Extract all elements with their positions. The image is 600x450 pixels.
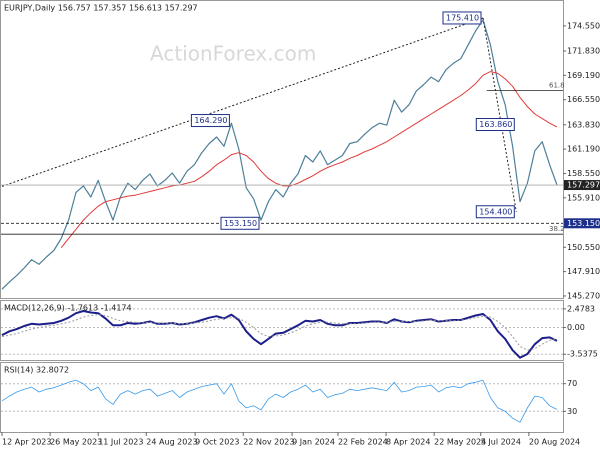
x-tick-label: 9 Jan 2024 — [292, 438, 335, 447]
y-tick-label: 155.910 — [567, 193, 600, 202]
y-tick-label: 0.00 — [567, 323, 585, 332]
annotation-box — [220, 216, 260, 230]
x-tick-label: 12 Apr 2023 — [2, 438, 51, 447]
level-box — [564, 218, 600, 229]
y-tick-label: 145.270 — [567, 291, 600, 300]
y-tick-label: 30 — [567, 407, 577, 416]
annotation-box — [190, 114, 230, 128]
watermark: ActionForex.com — [150, 42, 316, 66]
annotation-box — [475, 118, 515, 132]
y-tick-label: 169.190 — [567, 71, 600, 80]
series-line — [60, 71, 558, 249]
macd-panel — [0, 300, 564, 361]
x-tick-label: 24 Aug 2023 — [146, 438, 197, 447]
x-tick-label: 26 May 2023 — [50, 438, 102, 447]
y-tick-label: 2.4783 — [567, 304, 595, 313]
panel-title: MACD(12,26,9) -1.7613 -1.4174 — [4, 304, 132, 313]
rsi-panel — [0, 362, 564, 433]
annotation-label: 175.410 — [446, 13, 479, 22]
y-tick-label: 174.550 — [567, 21, 600, 30]
y-tick-label: -3.5375 — [567, 350, 598, 359]
y-tick-label: 166.550 — [567, 95, 600, 104]
y-tick-label: 171.830 — [567, 46, 600, 55]
y-tick-label: 161.190 — [567, 145, 600, 154]
y-tick-label: 70 — [567, 379, 577, 388]
trendline — [482, 17, 517, 212]
x-tick-label: 11 Jul 2023 — [98, 438, 143, 447]
annotation-box — [442, 11, 482, 25]
level-label: 153.150 — [567, 219, 600, 228]
y-tick-label: 163.830 — [567, 120, 600, 129]
x-tick-label: 5 Jul 2024 — [481, 438, 521, 447]
level-label: 61.8 — [549, 82, 565, 90]
annotation-label: 153.150 — [224, 219, 257, 228]
y-tick-label: 147.910 — [567, 267, 600, 276]
y-tick-label: 150.550 — [567, 243, 600, 252]
series-line — [1, 310, 558, 359]
x-tick-label: 22 Nov 2023 — [243, 438, 294, 447]
x-tick-label: 22 May 2024 — [434, 438, 486, 447]
annotation-label: 154.400 — [479, 207, 512, 216]
series-line — [1, 19, 558, 290]
annotation-label: 163.860 — [479, 120, 512, 129]
annotation-label: 164.290 — [194, 116, 227, 125]
level-label: 38.2 — [549, 225, 565, 233]
y-tick-label: 158.550 — [567, 169, 600, 178]
trendline — [1, 17, 484, 187]
panel-title: RSI(14) 32.8072 — [4, 366, 69, 375]
last-price-label: 157.297 — [567, 181, 600, 190]
x-tick-label: 20 Aug 2024 — [529, 438, 580, 447]
panel-title: EURJPY,Daily 156.757 157.357 156.613 157… — [4, 4, 198, 13]
last-price-box — [564, 180, 600, 191]
annotation-box — [475, 205, 515, 219]
x-tick-label: 8 Apr 2024 — [386, 438, 430, 447]
x-tick-label: 22 Feb 2024 — [338, 438, 388, 447]
series-line — [1, 379, 558, 423]
x-tick-label: 9 Oct 2023 — [195, 438, 239, 447]
